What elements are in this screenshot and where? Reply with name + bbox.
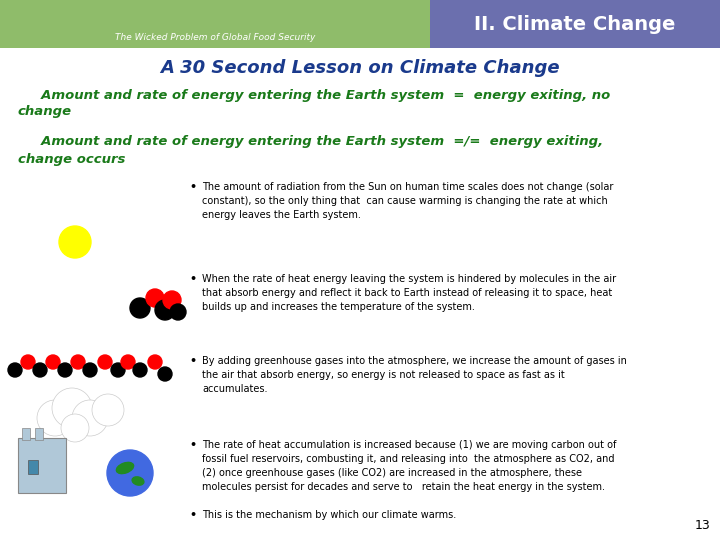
Circle shape	[107, 450, 153, 496]
Circle shape	[52, 388, 92, 428]
Circle shape	[46, 355, 60, 369]
Text: When the rate of heat energy leaving the system is hindered by molecules in the : When the rate of heat energy leaving the…	[202, 274, 616, 312]
Circle shape	[130, 298, 150, 318]
Circle shape	[33, 363, 47, 377]
Circle shape	[58, 363, 72, 377]
Circle shape	[133, 363, 147, 377]
FancyBboxPatch shape	[22, 428, 30, 440]
Text: •: •	[189, 440, 197, 450]
Text: The Wicked Problem of Global Food Security: The Wicked Problem of Global Food Securi…	[114, 33, 315, 43]
Text: Amount and rate of energy entering the Earth system  =/=  energy exiting,: Amount and rate of energy entering the E…	[18, 136, 603, 148]
Text: II. Climate Change: II. Climate Change	[474, 15, 675, 33]
Text: change occurs: change occurs	[18, 152, 125, 165]
Text: This is the mechanism by which our climate warms.: This is the mechanism by which our clima…	[202, 510, 456, 520]
Circle shape	[155, 300, 175, 320]
Circle shape	[92, 394, 124, 426]
Text: 13: 13	[694, 519, 710, 532]
Circle shape	[37, 400, 73, 436]
Circle shape	[158, 367, 172, 381]
Text: The rate of heat accumulation is increased because (1) we are moving carbon out : The rate of heat accumulation is increas…	[202, 440, 616, 492]
Circle shape	[170, 304, 186, 320]
FancyBboxPatch shape	[28, 460, 38, 474]
Circle shape	[59, 226, 91, 258]
Text: By adding greenhouse gases into the atmosphere, we increase the amount of gases : By adding greenhouse gases into the atmo…	[202, 356, 627, 394]
Text: The amount of radiation from the Sun on human time scales does not change (solar: The amount of radiation from the Sun on …	[202, 182, 613, 220]
Text: change: change	[18, 105, 72, 118]
Text: •: •	[189, 274, 197, 284]
FancyBboxPatch shape	[35, 428, 43, 440]
Text: A 30 Second Lesson on Climate Change: A 30 Second Lesson on Climate Change	[160, 59, 560, 77]
Text: •: •	[189, 182, 197, 192]
Circle shape	[98, 355, 112, 369]
Circle shape	[121, 355, 135, 369]
FancyBboxPatch shape	[430, 0, 720, 48]
Circle shape	[111, 363, 125, 377]
Ellipse shape	[132, 477, 144, 485]
Circle shape	[163, 291, 181, 309]
FancyBboxPatch shape	[0, 0, 430, 48]
Circle shape	[21, 355, 35, 369]
Text: Amount and rate of energy entering the Earth system  =  energy exiting, no: Amount and rate of energy entering the E…	[18, 89, 611, 102]
Circle shape	[8, 363, 22, 377]
Text: •: •	[189, 510, 197, 520]
Circle shape	[71, 355, 85, 369]
Circle shape	[61, 414, 89, 442]
Text: •: •	[189, 356, 197, 366]
Circle shape	[83, 363, 97, 377]
Circle shape	[146, 289, 164, 307]
Ellipse shape	[117, 462, 134, 474]
FancyBboxPatch shape	[18, 438, 66, 493]
Circle shape	[148, 355, 162, 369]
Circle shape	[72, 400, 108, 436]
